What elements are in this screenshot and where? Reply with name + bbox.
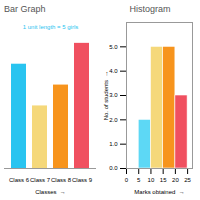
svg-text:10: 10 (148, 177, 155, 183)
svg-text:Class 6: Class 6 (9, 177, 30, 183)
svg-text:25: 25 (184, 177, 191, 183)
svg-text:Classes →: Classes → (35, 189, 66, 195)
svg-text:15: 15 (160, 177, 167, 183)
svg-text:0: 0 (125, 177, 129, 183)
svg-text:Marks obtained →: Marks obtained → (134, 189, 184, 195)
svg-text:Class 7: Class 7 (30, 177, 51, 183)
svg-text:Class 8: Class 8 (51, 177, 72, 183)
svg-text:Class 9: Class 9 (72, 177, 93, 183)
svg-text:20: 20 (172, 177, 179, 183)
svg-text:1 unit length = 5 girls: 1 unit length = 5 girls (23, 24, 79, 30)
svg-text:5.0: 5.0 (109, 44, 118, 50)
svg-text:1.0: 1.0 (109, 141, 118, 147)
html-text:Histogram: Histogram (129, 4, 171, 14)
svg-text:0.0: 0.0 (109, 165, 118, 171)
svg-text:4.0: 4.0 (109, 68, 118, 74)
svg-text:2.0: 2.0 (109, 117, 118, 123)
svg-text:No. of students →: No. of students → (103, 71, 109, 121)
html-text:Bar Graph: Bar Graph (4, 4, 46, 14)
svg-text:3.0: 3.0 (109, 92, 118, 98)
svg-text:5: 5 (137, 177, 141, 183)
